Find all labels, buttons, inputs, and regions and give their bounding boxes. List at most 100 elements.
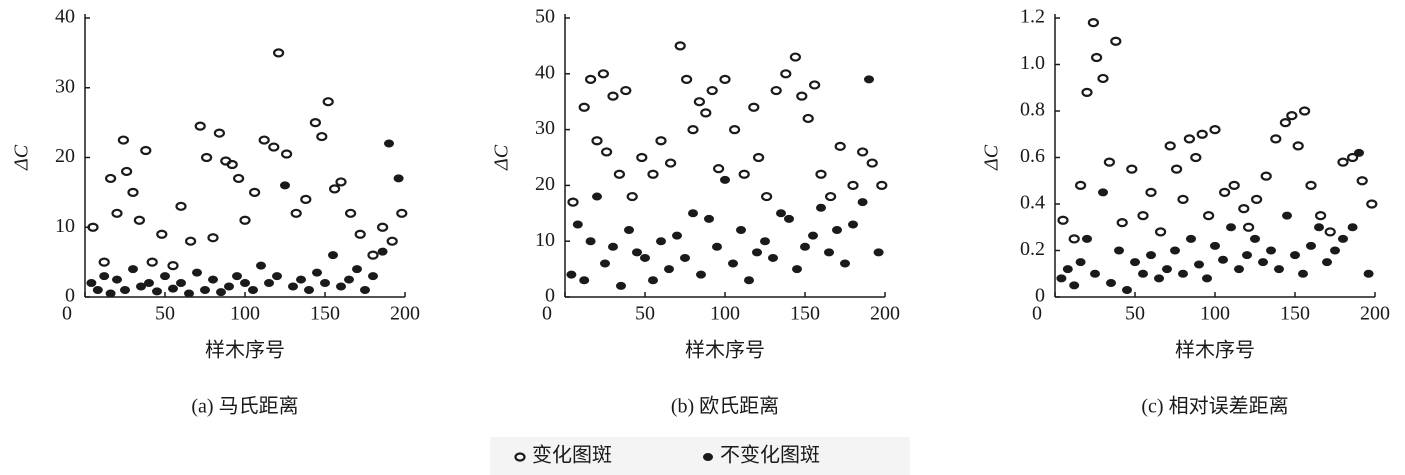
point [1097,73,1109,84]
point [304,286,314,295]
y-tick-label: 0 [1035,285,1045,307]
point [167,261,179,271]
point [1075,258,1086,267]
point [687,125,699,135]
point [1186,234,1196,243]
y-tick-label: 20 [55,145,75,167]
point [300,194,312,204]
point [377,247,388,256]
point [800,242,810,251]
point [1234,265,1244,274]
point [273,48,285,58]
legend-label: 不变化图斑 [720,444,820,467]
point [802,113,814,124]
point [613,169,626,179]
point [201,152,213,163]
point [239,215,251,225]
point [752,248,762,257]
point [1202,274,1212,283]
x-tick-label: 100 [1200,303,1230,325]
point [720,175,730,184]
point [664,265,674,274]
point [632,248,642,257]
point [1114,246,1124,255]
point [1056,274,1067,283]
point [207,233,219,243]
point [873,248,884,257]
point [396,208,408,218]
point [99,272,110,281]
x-tick-label: 50 [635,303,655,325]
point [367,250,379,260]
point [1146,251,1156,260]
point [789,52,802,62]
point [1250,194,1263,204]
point [824,191,837,202]
point [1074,180,1087,190]
point [808,231,818,240]
x-axis-label: 样木序号 [205,339,285,362]
point [1202,211,1215,221]
y-tick-label: 30 [535,117,555,139]
point [636,152,648,163]
point [808,80,821,90]
point [329,184,341,194]
x-tick-label: 0 [1032,303,1042,325]
point [258,135,270,145]
point [1057,215,1069,225]
y-axis-label: ΔC [491,144,513,171]
point [616,281,626,290]
point [140,145,152,156]
point [1178,269,1188,278]
point [592,192,602,201]
x-tick-label: 200 [870,303,900,325]
point [194,121,206,131]
x-tick-label: 150 [310,303,340,325]
point [1068,234,1080,244]
point [111,208,123,218]
point [748,102,760,112]
x-tick-label: 200 [1360,303,1390,325]
y-tick-label: 1.0 [1020,52,1045,74]
point [272,272,282,281]
point [1266,246,1276,255]
point [1282,211,1292,220]
legend-marker [514,452,526,462]
point [815,169,827,179]
point [840,259,850,268]
point [847,180,859,190]
point [184,289,194,298]
point [168,284,178,293]
point [1286,111,1298,121]
point [1238,204,1250,214]
point [738,169,750,179]
point [136,282,146,291]
point [1354,148,1364,157]
point [87,222,99,232]
point [120,286,130,295]
point [281,149,293,159]
point [1274,265,1284,274]
point [156,229,168,239]
point [655,136,667,146]
point [192,268,202,277]
chart-caption: (a) 马氏距离 [191,395,298,418]
point [832,226,842,235]
point [316,131,328,142]
point [1103,157,1116,167]
point [566,270,577,279]
point [1337,157,1349,167]
point [816,203,826,212]
point [1069,281,1080,290]
point [1122,286,1132,295]
point [1356,176,1368,186]
point [1279,118,1292,128]
point [744,276,754,285]
point [578,102,590,112]
point [1194,260,1204,269]
point [1242,222,1255,232]
point [1298,106,1311,116]
point [175,201,187,211]
point [185,236,197,246]
point [876,180,888,190]
